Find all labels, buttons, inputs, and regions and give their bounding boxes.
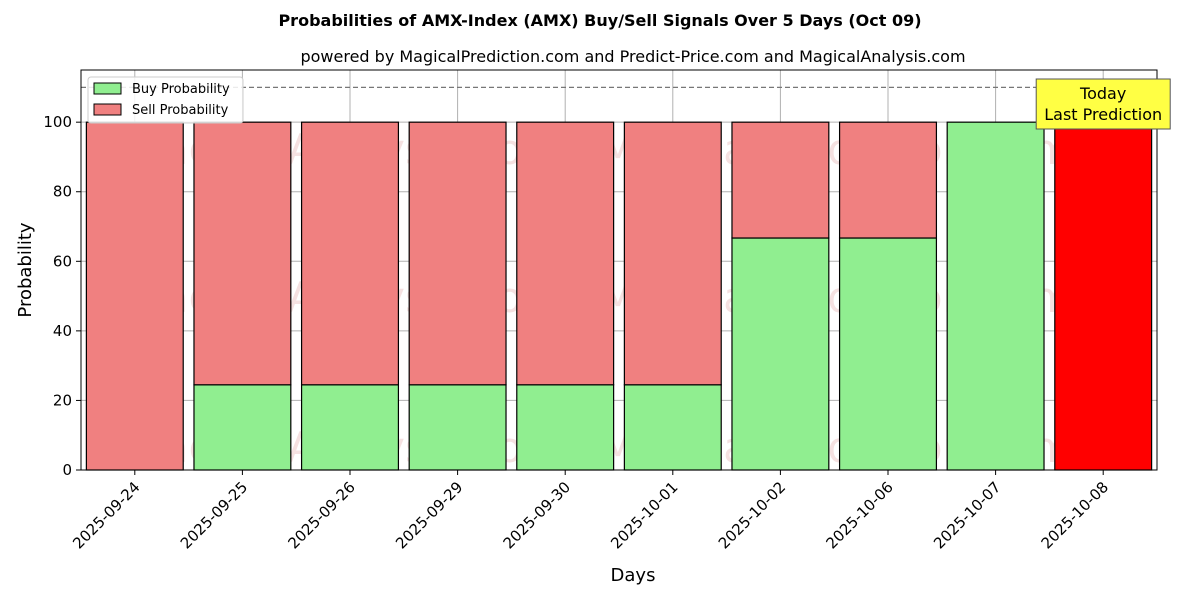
- bar-sell: [193, 121, 292, 386]
- x-tick-label: 2025-09-29: [392, 478, 466, 552]
- bar-sell: [516, 121, 615, 386]
- bar-sell: [85, 121, 184, 471]
- annotation-today: Today: [1079, 84, 1126, 103]
- x-tick-label: 2025-10-02: [715, 478, 789, 552]
- bar-buy: [838, 237, 938, 471]
- bar-buy: [731, 237, 830, 471]
- legend-swatch-buy: [93, 82, 122, 95]
- legend-box: [87, 76, 244, 124]
- annotation-last-prediction: Last Prediction: [1044, 105, 1162, 124]
- legend-label-sell: Sell Probability: [132, 103, 229, 118]
- bar-sell: [731, 121, 830, 239]
- bar-buy: [946, 121, 1045, 471]
- bar-buy: [193, 384, 292, 471]
- legend-swatch-sell: [93, 103, 122, 116]
- x-tick-label: 2025-09-24: [69, 478, 143, 552]
- y-tick-label: 60: [53, 252, 72, 270]
- chart-title: Probabilities of AMX-Index (AMX) Buy/Sel…: [278, 11, 921, 30]
- bar-buy: [408, 384, 507, 471]
- bar-sell: [623, 121, 722, 386]
- x-axis-label: Days: [611, 565, 656, 586]
- bar-buy: [300, 384, 400, 471]
- bar-buy: [623, 384, 722, 471]
- y-tick-label: 80: [53, 183, 72, 201]
- bar-sell-today: [1054, 121, 1153, 471]
- bars: [85, 121, 1153, 471]
- y-tick-label: 0: [62, 461, 72, 479]
- plot-frame: [80, 69, 1158, 471]
- x-tick-label: 2025-10-01: [607, 478, 681, 552]
- bar-sell: [300, 121, 400, 386]
- x-tick-label: 2025-10-06: [822, 478, 896, 552]
- bar-sell: [838, 121, 938, 239]
- annotation-box: [1035, 78, 1171, 130]
- y-tick-label: 40: [53, 322, 72, 340]
- y-axis-label: Probability: [15, 222, 36, 317]
- x-tick-label: 2025-10-08: [1038, 478, 1112, 552]
- today-annotation: Today Last Prediction: [1035, 78, 1171, 130]
- chart-subtitle: powered by MagicalPrediction.com and Pre…: [300, 47, 965, 66]
- y-axis: 0 20 40 60 80 100: [43, 113, 81, 479]
- bar-sell: [408, 121, 507, 386]
- bar-buy: [516, 384, 615, 471]
- x-tick-label: 2025-09-26: [284, 478, 358, 552]
- x-tick-label: 2025-09-30: [500, 478, 574, 552]
- legend-label-buy: Buy Probability: [132, 82, 230, 97]
- x-axis: 2025-09-24 2025-09-25 2025-09-26 2025-09-29…: [69, 470, 1112, 552]
- legend: Buy Probability Sell Probability: [87, 76, 244, 124]
- y-tick-label: 100: [43, 113, 72, 131]
- x-tick-label: 2025-10-07: [930, 478, 1004, 552]
- y-tick-label: 20: [53, 391, 72, 409]
- x-tick-label: 2025-09-25: [177, 478, 251, 552]
